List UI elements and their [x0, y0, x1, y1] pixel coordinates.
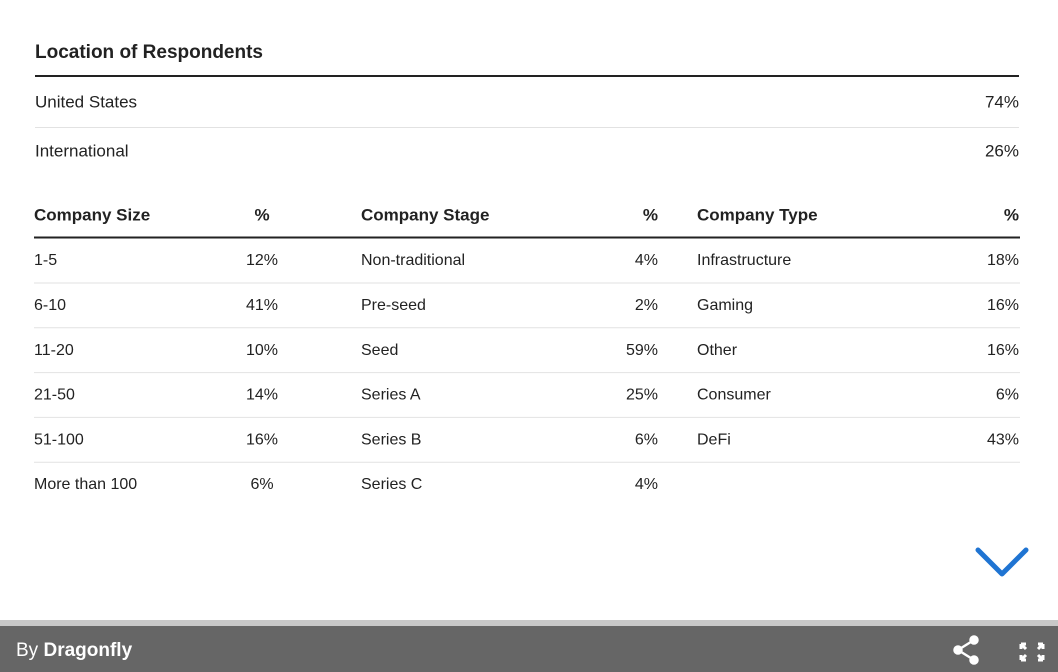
cell-value: 16%	[987, 297, 1019, 314]
footer	[0, 626, 1058, 672]
cell-value: 4%	[635, 252, 658, 269]
fullscreen-button[interactable]	[1019, 642, 1045, 662]
cell-value: 10%	[246, 342, 278, 359]
cell-value: 6%	[635, 431, 658, 448]
cell-label: Series B	[361, 431, 421, 448]
cell-label: 21-50	[34, 387, 75, 404]
cell-label: 1-5	[34, 252, 57, 269]
cell-label: Other	[697, 342, 738, 359]
cell-value: 14%	[246, 387, 278, 404]
footer-brand: Dragonfly	[43, 640, 132, 661]
cell-label: 11-20	[34, 342, 74, 359]
cell-label: Series C	[361, 476, 422, 493]
row-label: International	[35, 141, 129, 160]
section-title: Location of Respondents	[35, 42, 263, 63]
cell-value: 18%	[987, 252, 1019, 269]
cell-label: DeFi	[697, 431, 731, 448]
cell-label: 51-100	[34, 431, 84, 448]
cell-label: Non-traditional	[361, 252, 465, 269]
cell-label: Pre-seed	[361, 297, 426, 314]
footer-text: By Dragonfly	[16, 640, 133, 661]
cell-label: Infrastructure	[697, 252, 791, 269]
column-header: Company Type	[697, 205, 818, 224]
row-value: 26%	[985, 141, 1019, 160]
cell-value: 12%	[246, 252, 278, 269]
cell-label: Seed	[361, 342, 398, 359]
cell-value: 25%	[626, 387, 658, 404]
footer-prefix: By	[16, 640, 39, 661]
cell-value: 16%	[987, 342, 1019, 359]
cell-label: Gaming	[697, 297, 753, 314]
row-label: United States	[35, 92, 137, 111]
cell-label: 6-10	[34, 297, 66, 314]
cell-value: 59%	[626, 342, 658, 359]
cell-value: 2%	[635, 297, 658, 314]
column-header: %	[643, 205, 658, 224]
column-header: Company Stage	[361, 205, 489, 224]
column-header: %	[1004, 205, 1019, 224]
cell-value: 41%	[246, 297, 278, 314]
column-header: %	[254, 205, 269, 224]
cell-label: Series A	[361, 387, 421, 404]
cell-value: 43%	[987, 431, 1019, 448]
cell-value: 16%	[246, 431, 278, 448]
cell-value: 4%	[635, 476, 658, 493]
column-header: Company Size	[34, 205, 150, 224]
cell-value: 6%	[996, 387, 1019, 404]
scroll-down[interactable]	[975, 547, 1029, 577]
footer-edge	[0, 620, 1058, 626]
cell-label: Consumer	[697, 387, 771, 404]
share-button[interactable]	[953, 635, 979, 665]
row-value: 74%	[985, 92, 1019, 111]
cell-label: More than 100	[34, 476, 137, 493]
cell-value: 6%	[250, 476, 273, 493]
